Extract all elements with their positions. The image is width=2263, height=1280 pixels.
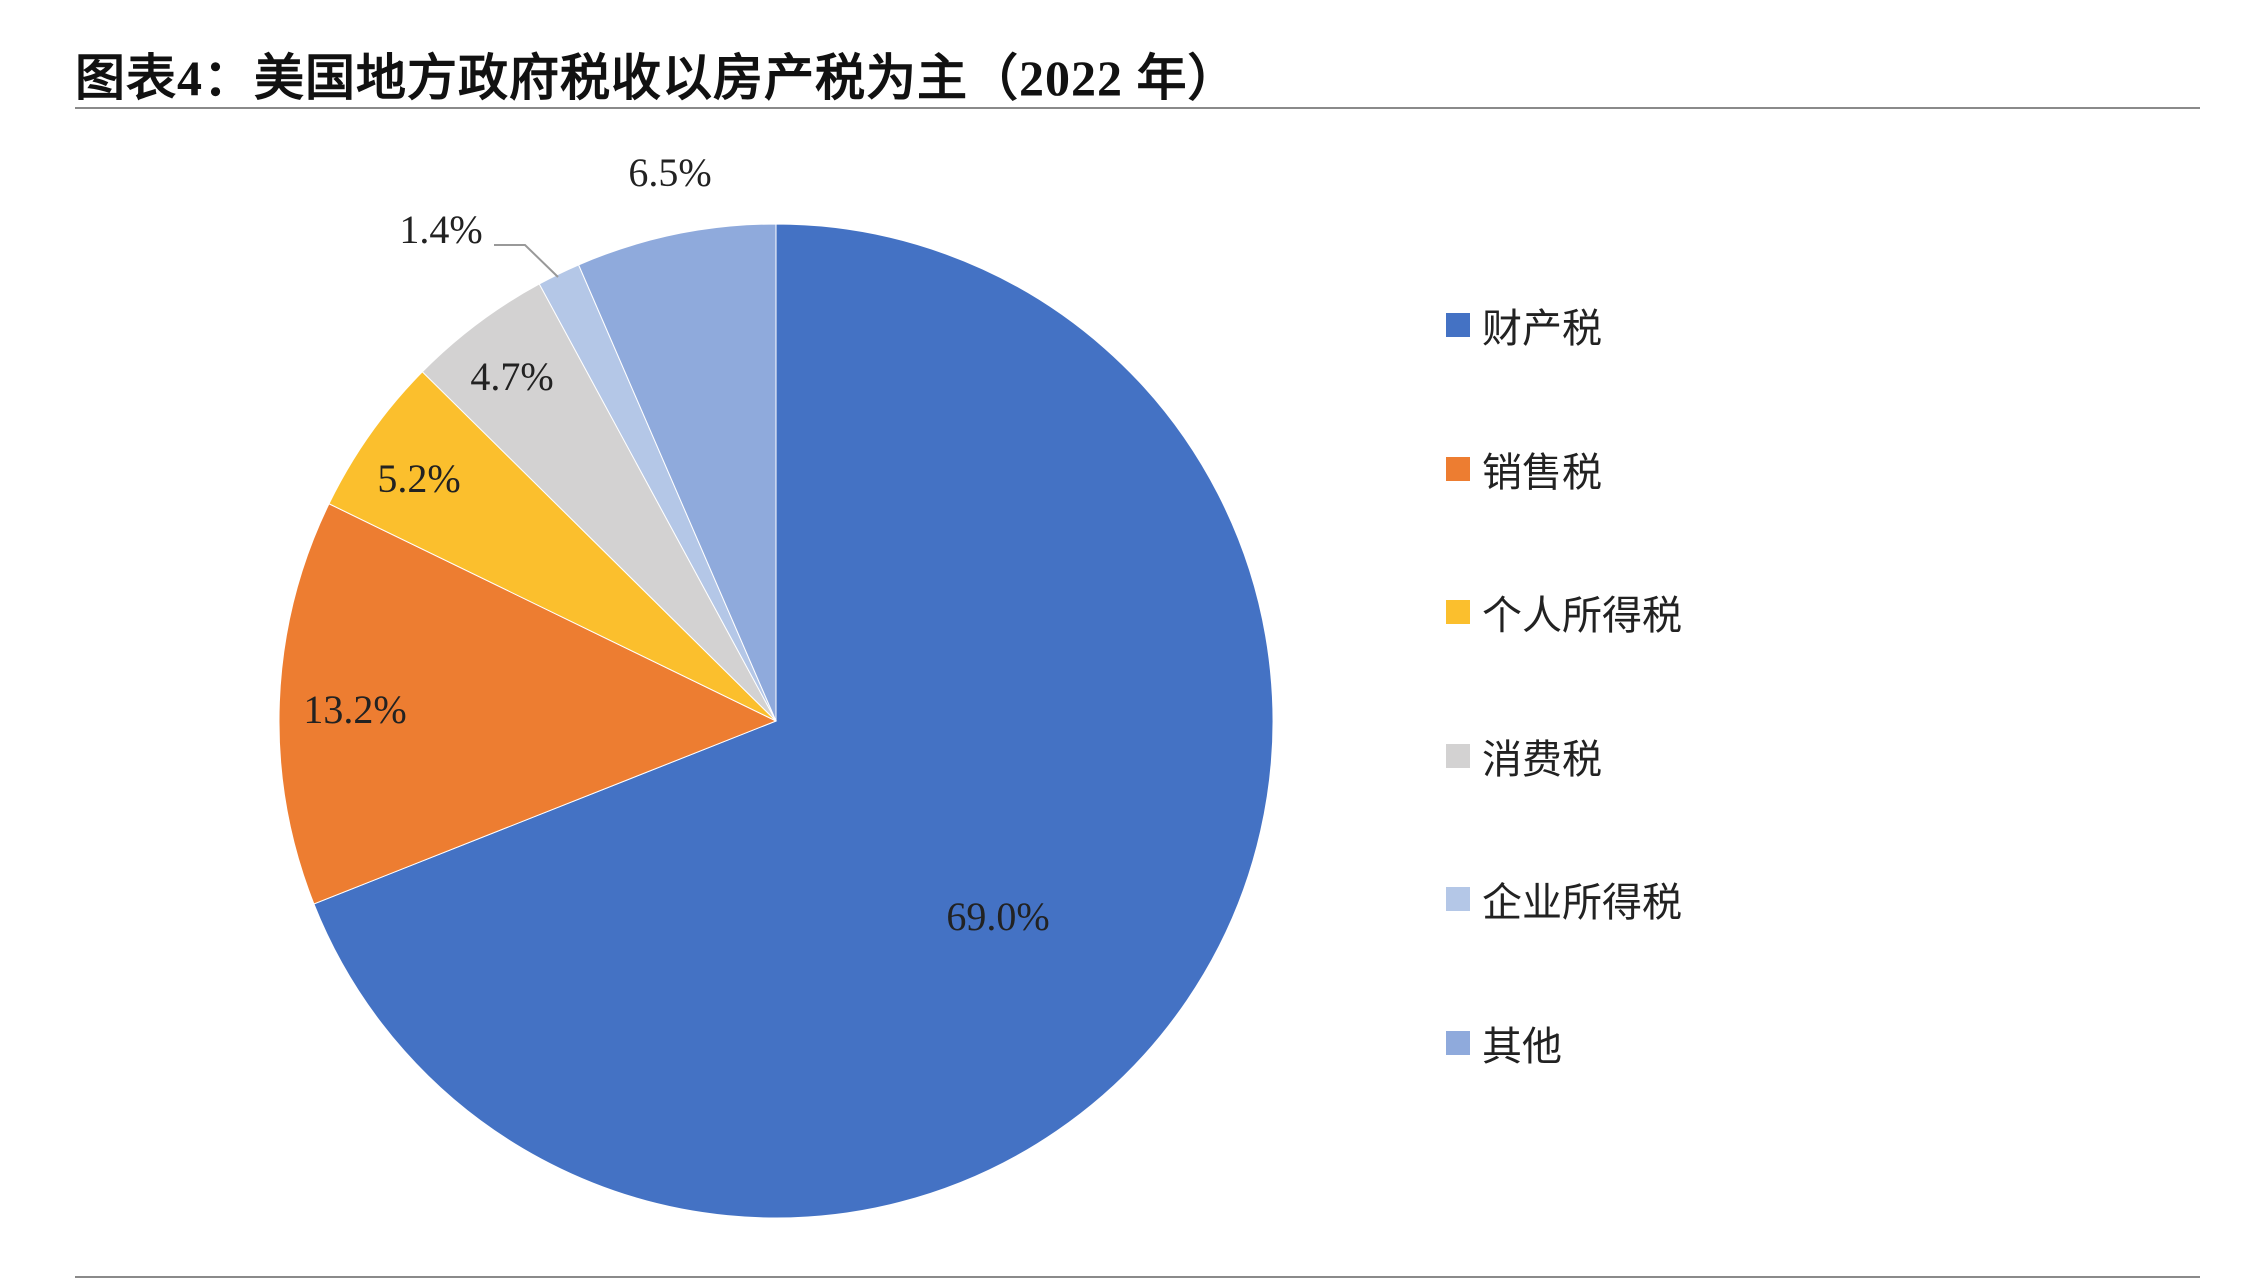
legend-swatch xyxy=(1446,457,1470,481)
legend-swatch xyxy=(1446,313,1470,337)
legend-item: 消费税 xyxy=(1446,727,1602,785)
bottom-divider xyxy=(75,1276,2200,1278)
pie-slice xyxy=(278,503,778,905)
legend-label: 个人所得税 xyxy=(1482,593,1682,638)
data-label: 69.0% xyxy=(946,894,1049,939)
data-label: 5.2% xyxy=(377,456,460,501)
title-divider xyxy=(75,107,2200,109)
pie-slice xyxy=(577,223,777,722)
pie-slice xyxy=(313,223,1274,1219)
data-label: 6.5% xyxy=(628,150,711,195)
legend-item: 个人所得税 xyxy=(1446,583,1682,641)
legend-label: 财产税 xyxy=(1482,306,1602,351)
legend-label: 企业所得税 xyxy=(1482,880,1682,925)
label-leader-line xyxy=(494,244,559,278)
legend-swatch xyxy=(1446,600,1470,624)
legend-swatch xyxy=(1446,1031,1470,1055)
legend-label: 消费税 xyxy=(1482,737,1602,782)
legend-label: 销售税 xyxy=(1482,450,1602,495)
legend-item: 其他 xyxy=(1446,1014,1562,1072)
pie-slice xyxy=(328,371,777,722)
legend-item: 企业所得税 xyxy=(1446,870,1682,928)
legend-label: 其他 xyxy=(1482,1024,1562,1069)
legend-swatch xyxy=(1446,744,1470,768)
legend-item: 财产税 xyxy=(1446,296,1602,354)
data-label: 13.2% xyxy=(303,687,406,732)
chart-title: 图表4：美国地方政府税收以房产税为主（2022 年） xyxy=(75,50,1239,106)
data-label: 4.7% xyxy=(470,354,553,399)
legend-item: 销售税 xyxy=(1446,440,1602,498)
data-label: 1.4% xyxy=(399,207,482,252)
legend-swatch xyxy=(1446,887,1470,911)
